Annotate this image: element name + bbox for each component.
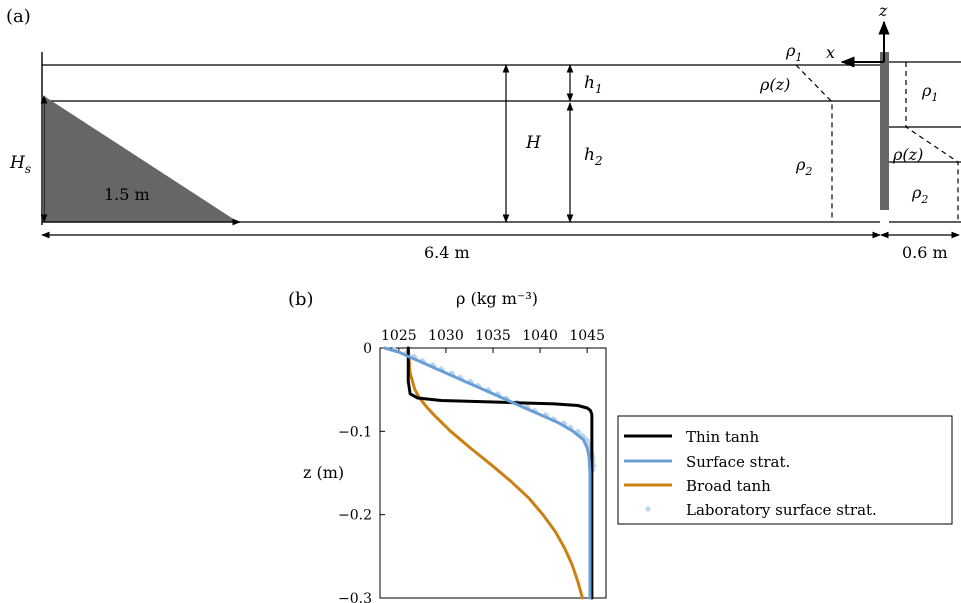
gate-plate [880, 52, 889, 210]
x-tick-label: 1025 [381, 328, 417, 344]
y-tick-label: −0.1 [338, 424, 372, 440]
x-tick-label: 1030 [428, 328, 464, 344]
z-axis-label: z [878, 1, 888, 20]
legend-swatch-laboratory [645, 506, 651, 512]
x-tick-label: 1040 [522, 328, 558, 344]
rho2-right-label: ρ2 [911, 183, 928, 206]
series-line-surface-strat [383, 346, 592, 600]
series-line-broad-tanh [406, 346, 584, 600]
h2-label: h2 [584, 145, 603, 168]
series-line-thin-tanh [406, 346, 594, 600]
panel-b-label: (b) [288, 289, 314, 310]
hs-label: Hs [9, 153, 31, 176]
x-axis-title: ρ (kg m⁻³) [456, 289, 538, 308]
slope-triangle [44, 96, 238, 222]
panel-b: (b) ρ (kg m⁻³) z (m) 1025 1030 1035 1040 104… [288, 289, 953, 603]
rho1-right-label: ρ1 [921, 81, 938, 104]
h1-label: h1 [584, 73, 603, 96]
y-tick-label: 0 [363, 341, 372, 357]
legend-label-laboratory: Laboratory surface strat. [686, 501, 877, 519]
y-ticks: 0 −0.1 −0.2 −0.3 [338, 341, 385, 603]
reservoir-length-label: 0.6 m [902, 243, 948, 262]
x-tick-label: 1045 [569, 328, 605, 344]
tank-length-label: 6.4 m [424, 243, 470, 262]
series-layer [383, 346, 597, 600]
series-point-laboratory-surface-strat [577, 430, 582, 435]
x-axis-label: x [826, 43, 835, 62]
rho2-left-label: ρ2 [795, 155, 812, 178]
x-ticks: 1025 1030 1035 1040 1045 [381, 328, 605, 353]
legend-label-thin-tanh: Thin tanh [686, 428, 760, 446]
panel-a-label: (a) [6, 6, 31, 27]
H-label: H [525, 133, 542, 153]
panel-a: (a) Hs 1.5 m H h1 h2 ρ1 ρ(z) ρ2 z [6, 1, 961, 262]
legend-label-broad-tanh: Broad tanh [686, 477, 771, 495]
legend: Thin tanh Surface strat. Broad tanh Labo… [617, 415, 953, 525]
y-tick-label: −0.2 [338, 508, 372, 524]
y-tick-label: −0.3 [338, 591, 372, 603]
reservoir-profile-dashed [905, 62, 959, 222]
rho-z-right-label: ρ(z) [892, 145, 923, 164]
density-profile-dashed [795, 64, 833, 222]
rho-z-left-label: ρ(z) [759, 75, 790, 94]
legend-label-surface-strat: Surface strat. [686, 453, 790, 471]
legend-box [617, 415, 953, 525]
y-axis-title: z (m) [303, 463, 344, 482]
rho1-left-label: ρ1 [785, 41, 802, 64]
slope-length-label: 1.5 m [104, 185, 150, 204]
x-tick-label: 1035 [475, 328, 511, 344]
